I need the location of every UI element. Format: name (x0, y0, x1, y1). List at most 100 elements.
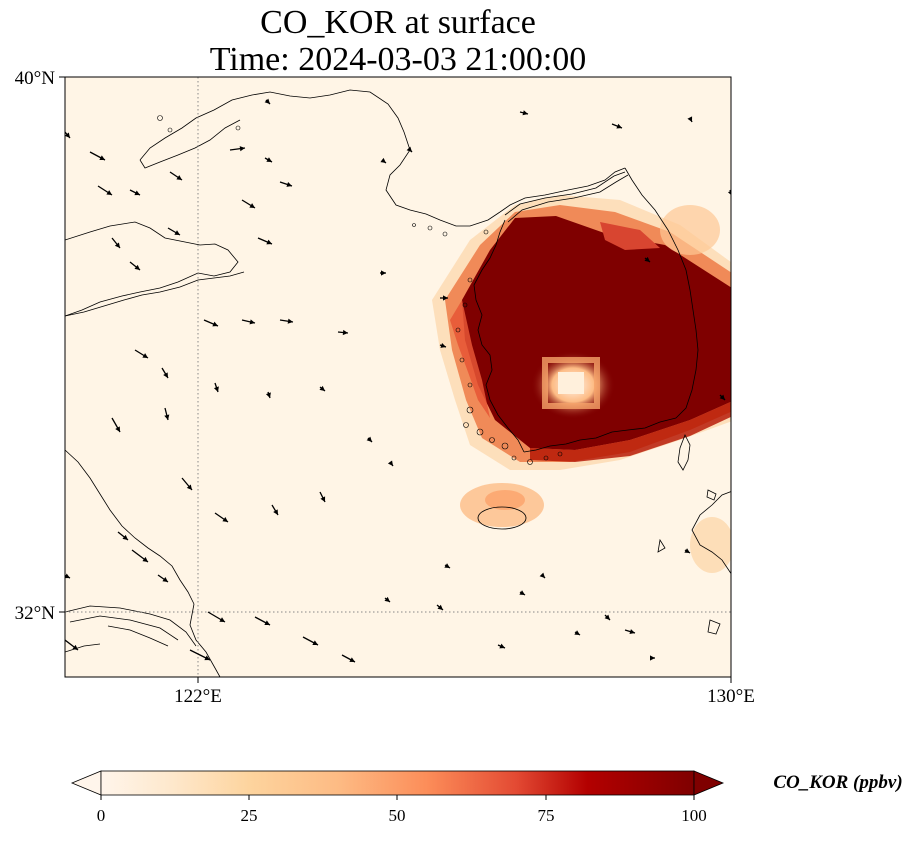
low-pocket-core (558, 372, 584, 394)
wind-arrow (213, 382, 219, 393)
tsushima-island (677, 434, 691, 471)
wind-arrow (624, 629, 636, 635)
wind-arrow (203, 319, 219, 327)
yangtze-river-upper (65, 643, 101, 653)
china-east-coast (65, 449, 195, 605)
wind-arrow (611, 123, 623, 129)
wind-arrow (380, 157, 387, 164)
colorbar-tick-0: 0 (97, 806, 106, 825)
wind-arrow (229, 146, 246, 152)
wind-arrow (574, 630, 581, 636)
plume-core-notch (600, 222, 660, 250)
korea-northwest-coast (499, 167, 626, 213)
plume-core (462, 216, 731, 450)
bohai-coast (139, 89, 501, 227)
colorbar-tick-25: 25 (241, 806, 258, 825)
wind-arrow (129, 261, 141, 271)
wind-arrow (384, 596, 391, 603)
wind-arrow (257, 237, 273, 245)
map-title: CO_KOR at surface (260, 4, 536, 41)
wind-arrow (279, 318, 294, 324)
colorbar-label: CO_KOR (ppbv) (773, 772, 902, 793)
axis-ticks (59, 76, 732, 683)
kyushu-plume (690, 517, 731, 573)
wind-arrow (380, 270, 386, 276)
south-edge-gradient (530, 401, 731, 462)
wind-arrow (181, 477, 193, 491)
wind-arrow (539, 572, 546, 579)
wind-arrow (406, 146, 413, 153)
wind-arrow (265, 391, 271, 399)
wind-arrow (264, 157, 273, 163)
colorbar-tick-50: 50 (389, 806, 406, 825)
map-panel (65, 77, 731, 677)
wind-arrow (444, 563, 451, 569)
lat-tick-label-40: 40°N (15, 68, 56, 89)
wind-arrow (302, 636, 319, 646)
wind-arrow (189, 649, 211, 661)
lat-tick-label-32: 32°N (15, 603, 56, 624)
jeju-island (477, 506, 527, 530)
wind-arrow (214, 512, 229, 523)
yangtze-estuary (65, 605, 197, 647)
wind-arrow (719, 394, 726, 401)
concentration-field (432, 195, 731, 573)
kyushu-coast (691, 491, 731, 575)
wind-vectors (65, 98, 731, 663)
wind-arrow (319, 385, 326, 392)
wind-arrow (89, 151, 106, 161)
wind-arrow (161, 367, 169, 379)
east-sea-plume (660, 205, 720, 255)
wind-arrow (254, 616, 271, 626)
wind-arrow (264, 98, 271, 105)
wind-arrow (157, 574, 169, 583)
wind-arrow (271, 504, 279, 516)
wind-arrow (167, 227, 181, 236)
lon-tick-label-130: 130°E (707, 686, 755, 707)
wind-arrow (436, 604, 444, 611)
korea-east-coast (624, 167, 699, 419)
wind-arrow (604, 614, 611, 621)
wind-arrow (279, 181, 293, 187)
colorbar-extend-max (693, 770, 725, 796)
wind-arrow (687, 116, 693, 123)
wind-arrow (131, 549, 149, 563)
colorbar-tick-75: 75 (538, 806, 555, 825)
coastlines (65, 89, 731, 677)
wind-arrow (319, 491, 326, 503)
wind-arrow (644, 256, 651, 263)
wind-arrow (439, 342, 447, 348)
korea-south-coast (523, 417, 677, 453)
wind-arrow (111, 417, 121, 433)
colorbar-gradient (100, 770, 695, 796)
wind-arrow (497, 643, 506, 649)
wind-arrow (207, 611, 226, 623)
wind-arrow (134, 349, 149, 359)
lon-tick-label-122: 122°E (174, 686, 222, 707)
wind-arrow (387, 460, 394, 467)
wind-arrow (97, 185, 113, 196)
wind-arrow (519, 590, 526, 596)
korea-west-coast (473, 219, 525, 453)
wind-arrow (650, 655, 655, 661)
wind-arrow (337, 329, 349, 336)
gridlines (65, 77, 731, 677)
colorbar-tick-100: 100 (681, 806, 707, 825)
wind-arrow (169, 171, 183, 181)
china-north-coast (65, 221, 239, 317)
wind-arrow (65, 573, 71, 579)
wind-arrow (241, 319, 256, 325)
wind-arrow (65, 639, 79, 651)
map-frame (64, 76, 732, 678)
colorbar-extend-min (70, 770, 102, 796)
wind-arrow (111, 237, 121, 249)
japan-islands (657, 489, 721, 635)
wind-arrow (164, 407, 170, 421)
jeju-plume-core (485, 490, 525, 510)
wind-arrow (241, 199, 256, 209)
china-south-coast (189, 603, 221, 677)
low-pocket-ring (542, 357, 600, 409)
wind-arrow (727, 189, 731, 196)
wind-arrow (129, 189, 141, 196)
